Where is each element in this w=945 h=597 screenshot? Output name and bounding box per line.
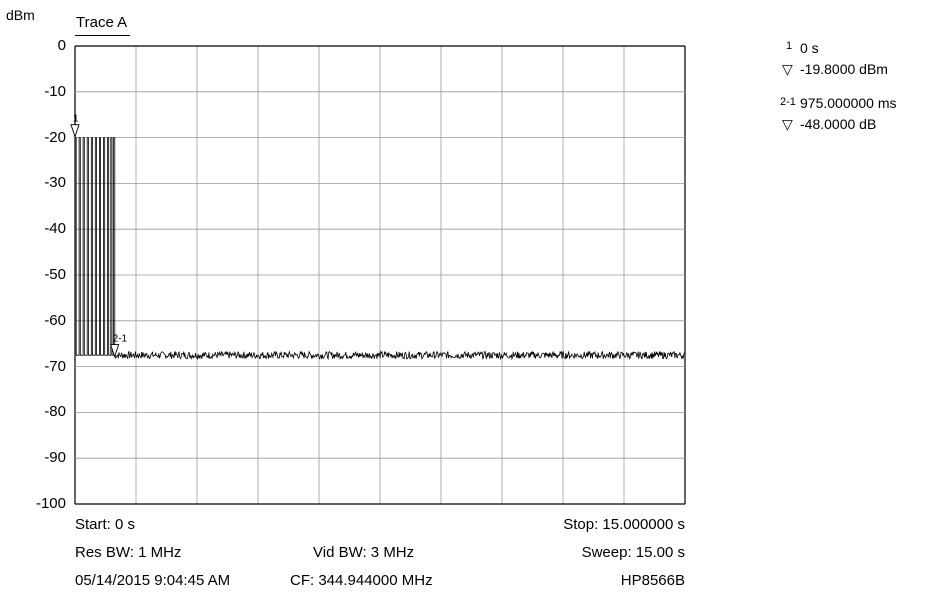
trace-label-underline — [75, 35, 130, 36]
marker-triangle — [70, 124, 80, 139]
datetime-label: 05/14/2015 9:04:45 AM — [75, 572, 231, 589]
y-tick-label: -70 — [44, 357, 66, 375]
y-tick-label: 0 — [57, 37, 66, 54]
marker2-id: 2-1 — [780, 96, 796, 108]
y-tick-label: -30 — [44, 174, 66, 192]
marker2-level: -48.0000 dB — [800, 116, 877, 132]
trace-a-line — [74, 137, 686, 361]
stop-label: Stop: 15.000000 s — [563, 516, 685, 533]
trace-polyline — [74, 137, 686, 361]
res-bw-label: Res BW: 1 MHz — [75, 544, 182, 561]
marker-label: 2-1 — [113, 334, 128, 345]
marker1-triangle-icon: ▽ — [782, 61, 793, 77]
y-tick-label: -20 — [44, 128, 66, 146]
y-tick-label: -90 — [44, 449, 66, 467]
y-tick-label: -60 — [44, 311, 66, 329]
marker2-time: 975.000000 ms — [800, 95, 897, 111]
plot-grid — [74, 45, 686, 505]
marker2-triangle-icon: ▽ — [782, 116, 793, 132]
marker-label: 1 — [73, 114, 79, 125]
vid-bw-label: Vid BW: 3 MHz — [313, 544, 415, 561]
y-tick-label: -10 — [44, 82, 66, 100]
marker1-id: 1 — [786, 40, 793, 52]
cf-label: CF: 344.944000 MHz — [290, 572, 433, 589]
y-unit-label: dBm — [6, 7, 35, 23]
model-label: HP8566B — [620, 572, 685, 589]
y-tick-label: -40 — [44, 220, 66, 238]
marker1-level: -19.8000 dBm — [800, 61, 888, 77]
sweep-label: Sweep: 15.00 s — [581, 544, 685, 561]
marker-symbols: 1 2-1 — [70, 114, 128, 358]
marker1-time: 0 s — [800, 40, 819, 56]
y-tick-label: -100 — [35, 495, 66, 512]
y-tick-label: -50 — [44, 266, 66, 283]
trace-label: Trace A — [76, 14, 128, 31]
start-label: Start: 0 s — [75, 516, 136, 533]
y-tick-label: -80 — [44, 403, 66, 421]
marker-triangle — [110, 344, 120, 358]
